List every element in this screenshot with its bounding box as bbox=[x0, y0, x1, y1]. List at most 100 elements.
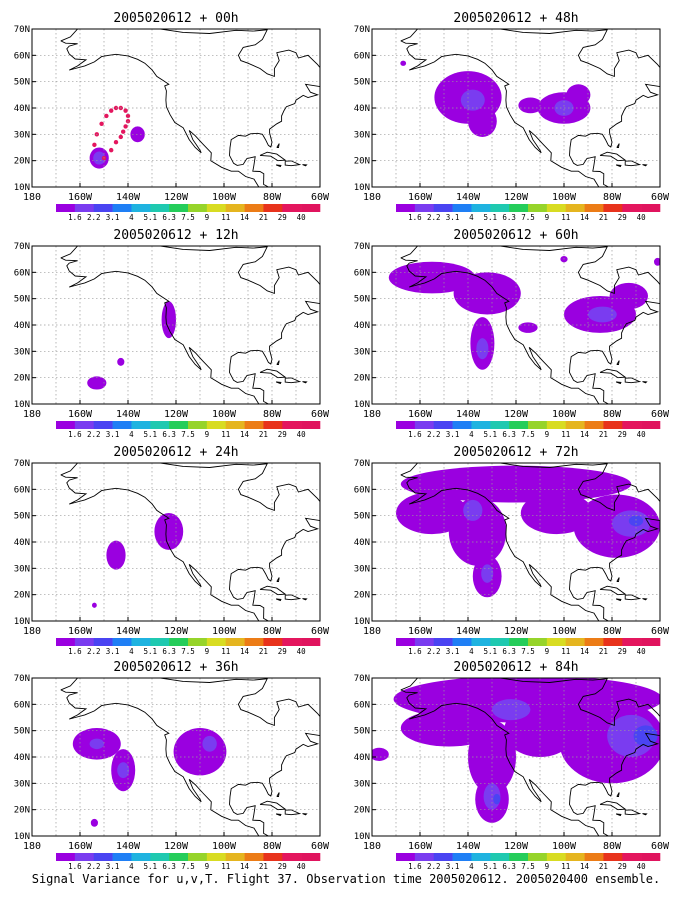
colorbar-swatch bbox=[169, 204, 189, 212]
colorbar-label: 3.1 bbox=[446, 862, 460, 871]
island bbox=[276, 360, 280, 365]
colorbar-swatch bbox=[509, 421, 529, 429]
island bbox=[302, 813, 308, 816]
colorbar-label: 9 bbox=[205, 862, 210, 871]
colorbar-label: 3.1 bbox=[446, 430, 460, 439]
variance-area bbox=[87, 376, 107, 390]
colorbar-label: 6.3 bbox=[162, 430, 176, 439]
variance-area bbox=[518, 322, 538, 333]
lon-label: 60W bbox=[651, 192, 670, 203]
colorbar-label: 21 bbox=[599, 213, 608, 222]
colorbar-label: 4 bbox=[129, 213, 134, 222]
colorbar-label: 11 bbox=[221, 213, 230, 222]
colorbar-label: 14 bbox=[580, 213, 590, 222]
colorbar-swatch bbox=[509, 853, 529, 861]
colorbar-label: 21 bbox=[599, 862, 608, 871]
coastline bbox=[400, 29, 660, 187]
colorbar-label: 6.3 bbox=[162, 213, 176, 222]
lat-label: 40N bbox=[14, 104, 30, 114]
lat-label: 50N bbox=[354, 512, 370, 522]
lon-label: 80W bbox=[603, 626, 622, 637]
colorbar-swatch bbox=[641, 204, 661, 212]
colorbar-label: 9 bbox=[205, 213, 210, 222]
colorbar-label: 40 bbox=[637, 213, 647, 222]
colorbar-label: 4 bbox=[129, 430, 134, 439]
colorbar-swatch bbox=[263, 853, 283, 861]
lat-label: 20N bbox=[354, 591, 370, 601]
colorbar-label: 1.6 bbox=[408, 862, 422, 871]
figure-caption: Signal Variance for u,v,T. Flight 37. Ob… bbox=[31, 872, 661, 886]
colorbar-label: 2.2 bbox=[87, 647, 101, 656]
colorbar-label: 1.6 bbox=[68, 862, 82, 871]
lon-label: 140W bbox=[116, 409, 141, 420]
colorbar-swatch bbox=[56, 204, 76, 212]
colorbar-label: 7.5 bbox=[181, 647, 195, 656]
lon-label: 140W bbox=[456, 841, 481, 852]
lon-label: 160W bbox=[68, 409, 93, 420]
island bbox=[284, 160, 302, 167]
colorbar-label: 6.3 bbox=[162, 647, 176, 656]
lon-label: 60W bbox=[651, 841, 670, 852]
colorbar-label: 2.2 bbox=[87, 862, 101, 871]
colorbar-label: 11 bbox=[561, 430, 570, 439]
colorbar-label: 4 bbox=[469, 647, 474, 656]
colorbar-label: 29 bbox=[278, 213, 287, 222]
lat-label: 20N bbox=[14, 374, 30, 384]
colorbar-swatch bbox=[150, 638, 170, 646]
colorbar-swatch bbox=[282, 421, 302, 429]
colorbar-swatch bbox=[603, 638, 623, 646]
colorbar-label: 7.5 bbox=[521, 647, 535, 656]
lon-label: 180 bbox=[363, 192, 381, 203]
coastline bbox=[400, 40, 600, 187]
colorbar-label: 4 bbox=[469, 213, 474, 222]
lon-label: 140W bbox=[116, 192, 141, 203]
colorbar-label: 9 bbox=[545, 213, 550, 222]
colorbar-swatch bbox=[584, 638, 604, 646]
lat-label: 10N bbox=[14, 617, 30, 627]
lat-label: 10N bbox=[14, 400, 30, 410]
colorbar-label: 1.6 bbox=[408, 213, 422, 222]
coastline bbox=[400, 257, 600, 404]
lon-label: 60W bbox=[311, 192, 330, 203]
variance-area bbox=[106, 540, 126, 570]
variance-area bbox=[518, 97, 543, 114]
lon-label: 60W bbox=[311, 841, 330, 852]
lat-label: 30N bbox=[354, 347, 370, 357]
lat-label: 10N bbox=[354, 400, 370, 410]
variance-area bbox=[588, 306, 617, 323]
lon-label: 160W bbox=[408, 841, 433, 852]
colorbar-label: 9 bbox=[545, 430, 550, 439]
panel-title: 2005020612 + 36h bbox=[113, 660, 238, 675]
island bbox=[599, 585, 627, 596]
lat-label: 60N bbox=[14, 700, 30, 710]
lat-label: 40N bbox=[354, 104, 370, 114]
colorbar-label: 11 bbox=[221, 430, 230, 439]
variance-area bbox=[130, 126, 145, 143]
lat-label: 20N bbox=[354, 806, 370, 816]
lat-label: 60N bbox=[354, 51, 370, 61]
lon-label: 80W bbox=[603, 192, 622, 203]
island bbox=[302, 381, 308, 384]
colorbar-label: 5.1 bbox=[484, 430, 498, 439]
colorbar-swatch bbox=[244, 204, 264, 212]
colorbar-swatch bbox=[396, 204, 416, 212]
island bbox=[259, 368, 287, 379]
colorbar-swatch bbox=[112, 638, 132, 646]
colorbar-label: 5.1 bbox=[144, 647, 158, 656]
variance-area bbox=[448, 497, 507, 566]
lat-label: 20N bbox=[14, 806, 30, 816]
colorbar-label: 40 bbox=[297, 213, 307, 222]
lat-label: 20N bbox=[354, 157, 370, 167]
observation-point bbox=[118, 134, 124, 140]
colorbar-label: 29 bbox=[618, 213, 627, 222]
colorbar-label: 5.1 bbox=[484, 647, 498, 656]
colorbar-label: 1.6 bbox=[68, 430, 82, 439]
lon-label: 140W bbox=[456, 409, 481, 420]
lon-label: 100W bbox=[552, 626, 577, 637]
colorbar-swatch bbox=[414, 853, 435, 861]
colorbar-label: 4 bbox=[469, 430, 474, 439]
colorbar-label: 3.1 bbox=[446, 647, 460, 656]
colorbar-swatch bbox=[56, 421, 76, 429]
lon-label: 100W bbox=[212, 192, 237, 203]
colorbar-label: 1.6 bbox=[68, 647, 82, 656]
